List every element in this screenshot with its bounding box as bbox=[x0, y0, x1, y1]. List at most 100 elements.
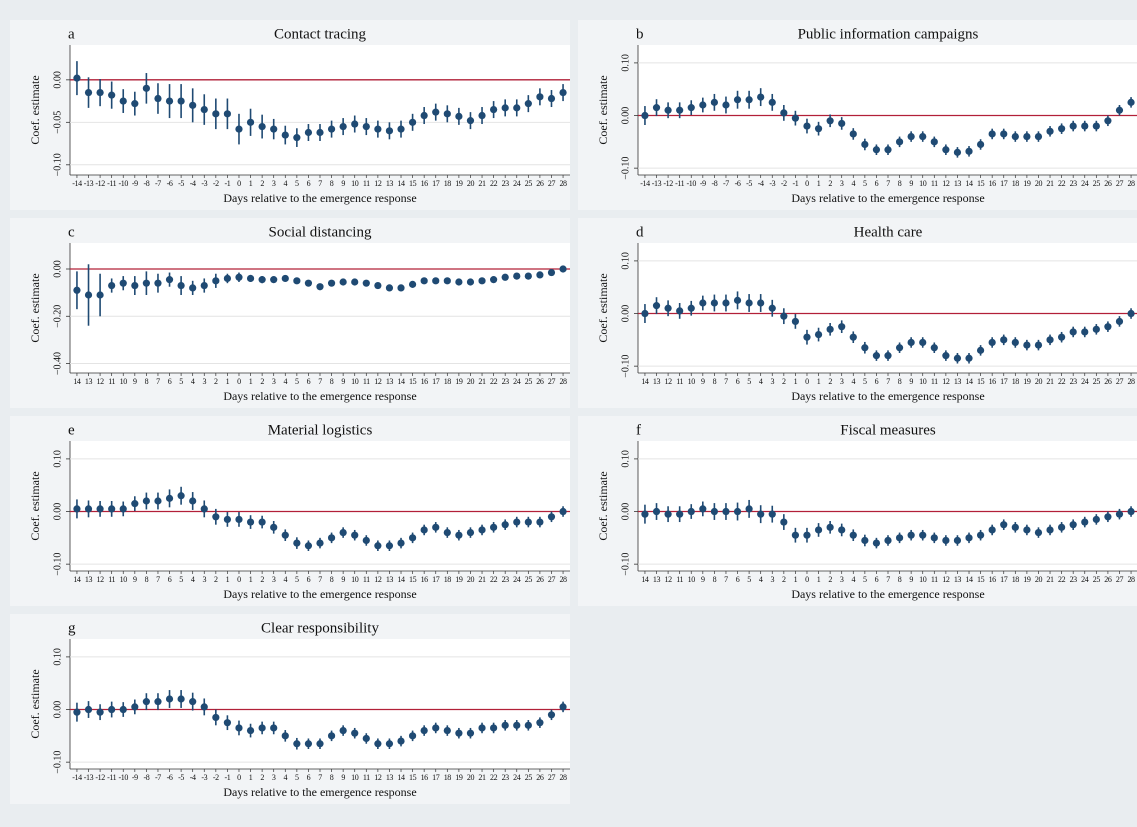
point-estimate bbox=[895, 138, 904, 146]
point-estimate bbox=[466, 528, 475, 537]
x-tick-label: 10 bbox=[919, 179, 927, 188]
x-tick-label: -4 bbox=[190, 179, 196, 188]
point-estimate bbox=[513, 721, 521, 729]
point-estimate bbox=[200, 505, 208, 513]
point-estimate bbox=[397, 737, 405, 745]
x-tick-label: 9 bbox=[341, 773, 345, 782]
x-tick-label: 24 bbox=[1081, 179, 1089, 188]
point-estimate bbox=[420, 277, 428, 285]
x-tick-label: 18 bbox=[1012, 377, 1020, 386]
point-estimate bbox=[84, 291, 93, 299]
point-estimate bbox=[304, 128, 313, 137]
x-tick-label: 13 bbox=[85, 377, 93, 386]
x-tick-label: 2 bbox=[260, 773, 264, 782]
point-estimate bbox=[478, 277, 486, 285]
point-estimate bbox=[385, 127, 394, 135]
point-estimate bbox=[270, 276, 278, 284]
point-estimate bbox=[212, 277, 220, 285]
point-estimate bbox=[327, 732, 336, 740]
panel-letter: f bbox=[636, 422, 641, 438]
x-tick-label: 18 bbox=[444, 773, 452, 782]
y-tick-label: 0.10 bbox=[620, 54, 631, 72]
x-tick-label: 14 bbox=[397, 179, 405, 188]
x-tick-label: 4 bbox=[851, 377, 855, 386]
point-estimate bbox=[362, 279, 370, 287]
point-estimate bbox=[131, 100, 139, 108]
x-tick-label: 23 bbox=[502, 179, 510, 188]
x-tick-label: 3 bbox=[202, 575, 206, 584]
x-tick-label: 7 bbox=[156, 377, 160, 386]
x-tick-label: 28 bbox=[1127, 179, 1135, 188]
x-axis-label: Days relative to the emergence response bbox=[223, 785, 416, 799]
point-estimate bbox=[524, 272, 532, 280]
point-estimate bbox=[524, 518, 532, 526]
x-tick-label: 6 bbox=[307, 377, 311, 386]
x-tick-label: -5 bbox=[178, 179, 184, 188]
point-estimate bbox=[1104, 323, 1112, 331]
x-tick-label: 27 bbox=[1116, 377, 1124, 386]
x-tick-label: 12 bbox=[664, 575, 672, 584]
x-tick-label: 8 bbox=[145, 377, 149, 386]
x-tick-label: 7 bbox=[724, 575, 728, 584]
x-tick-label: 10 bbox=[919, 575, 927, 584]
point-estimate bbox=[988, 526, 996, 534]
point-estimate bbox=[699, 299, 707, 307]
point-estimate bbox=[988, 338, 996, 347]
x-tick-label: 5 bbox=[863, 575, 867, 584]
point-estimate bbox=[942, 146, 950, 154]
point-estimate bbox=[1069, 521, 1077, 529]
point-estimate bbox=[165, 494, 174, 502]
y-axis-label: Coef. estimate bbox=[596, 273, 610, 342]
x-tick-label: 10 bbox=[351, 179, 359, 188]
point-estimate bbox=[803, 333, 811, 341]
x-tick-label: 7 bbox=[318, 377, 322, 386]
x-tick-label: -12 bbox=[663, 179, 673, 188]
x-tick-label: 6 bbox=[168, 377, 172, 386]
x-tick-label: 1 bbox=[249, 575, 253, 584]
point-estimate bbox=[443, 528, 451, 537]
x-tick-label: 23 bbox=[1070, 179, 1078, 188]
x-tick-label: 19 bbox=[455, 575, 463, 584]
point-estimate bbox=[884, 536, 892, 545]
x-tick-label: 26 bbox=[1104, 377, 1112, 386]
x-tick-label: 14 bbox=[397, 377, 405, 386]
x-tick-label: 24 bbox=[513, 575, 521, 584]
point-estimate bbox=[490, 105, 498, 114]
point-estimate bbox=[676, 106, 684, 114]
point-estimate bbox=[838, 323, 846, 331]
x-tick-label: 7 bbox=[318, 179, 322, 188]
x-tick-label: 25 bbox=[1093, 179, 1101, 188]
x-tick-label: 3 bbox=[770, 377, 774, 386]
point-estimate bbox=[408, 534, 417, 542]
point-estimate bbox=[200, 281, 208, 290]
x-tick-label: 9 bbox=[909, 575, 913, 584]
point-estimate bbox=[397, 125, 405, 133]
point-estimate bbox=[861, 344, 869, 352]
point-estimate bbox=[745, 505, 753, 513]
x-tick-label: -10 bbox=[687, 179, 697, 188]
x-tick-label: -2 bbox=[781, 179, 787, 188]
point-estimate bbox=[327, 534, 336, 542]
x-tick-label: 18 bbox=[444, 179, 452, 188]
chart-title: Public information campaigns bbox=[798, 26, 979, 42]
x-tick-label: 5 bbox=[295, 377, 299, 386]
point-estimate bbox=[235, 515, 243, 524]
y-tick-label: 0.00 bbox=[620, 503, 631, 521]
x-tick-label: 16 bbox=[421, 377, 429, 386]
point-estimate bbox=[803, 122, 811, 130]
x-tick-label: 19 bbox=[455, 179, 463, 188]
point-estimate bbox=[1058, 125, 1066, 133]
x-tick-label: -12 bbox=[95, 179, 105, 188]
x-tick-label: 4 bbox=[283, 179, 287, 188]
x-tick-label: 11 bbox=[931, 377, 938, 386]
point-estimate bbox=[432, 523, 440, 531]
x-tick-label: 11 bbox=[363, 773, 370, 782]
x-tick-label: 6 bbox=[875, 575, 879, 584]
point-estimate bbox=[84, 88, 93, 97]
x-tick-label: 22 bbox=[490, 179, 498, 188]
point-estimate bbox=[84, 505, 93, 513]
point-estimate bbox=[339, 122, 347, 131]
y-tick-label: 0.10 bbox=[52, 648, 63, 666]
plot-area bbox=[70, 243, 570, 373]
x-tick-label: 9 bbox=[701, 377, 705, 386]
